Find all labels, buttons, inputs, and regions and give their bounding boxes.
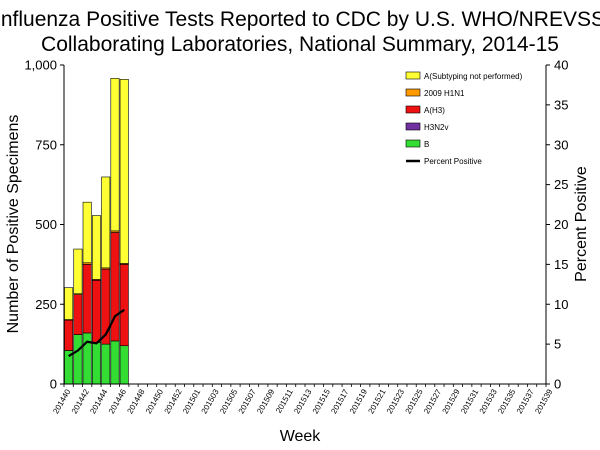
y2-tick-label: 0	[554, 377, 561, 392]
x-tick-label: 201509	[255, 387, 276, 415]
legend-swatch	[405, 122, 421, 131]
bar-segment	[73, 294, 83, 335]
y2-tick-label: 30	[554, 137, 568, 152]
y-tick-label: 0	[50, 377, 57, 392]
x-tick-label: 201539	[533, 387, 554, 415]
bar-segment	[119, 345, 129, 385]
x-axis-title: Week	[280, 428, 322, 445]
bar-segment	[101, 176, 111, 269]
bar-segment	[119, 264, 129, 347]
y2-tick-label: 15	[554, 257, 568, 272]
bar-segment	[91, 342, 101, 385]
legend-label: B	[424, 140, 429, 149]
legend-label: A(H3)	[424, 106, 445, 115]
bar-segment	[82, 201, 92, 264]
bar-segment	[82, 332, 92, 385]
bar-segment	[110, 78, 120, 232]
y2-tick-label: 5	[554, 337, 561, 352]
legend-swatch	[405, 139, 421, 148]
y-tick-label: 750	[35, 137, 57, 152]
bar-segment	[73, 248, 83, 295]
bar-segment	[110, 232, 120, 342]
chart-title-line1: Influenza Positive Tests Reported to CDC…	[0, 8, 600, 31]
bar-segment	[91, 215, 101, 280]
chart-title-line2: Collaborating Laboratories, National Sum…	[41, 33, 559, 56]
legend-swatch	[405, 105, 421, 114]
legend-label: Percent Positive	[424, 157, 482, 166]
y-tick-label: 1,000	[24, 58, 57, 73]
y2-tick-label: 35	[554, 97, 568, 112]
bar-segment	[73, 334, 83, 385]
y2-tick-label: 40	[554, 58, 568, 73]
y-tick-label: 500	[35, 217, 57, 232]
y2-tick-label: 25	[554, 177, 568, 192]
bar-segment	[91, 280, 101, 343]
percent-positive-line	[68, 308, 125, 358]
bar-segment	[64, 319, 74, 351]
y-axis-title: Number of Positive Specimens	[5, 115, 22, 334]
y2-axis-title: Percent Positive	[573, 166, 590, 282]
bar-segment	[110, 340, 120, 385]
y2-tick-label: 10	[554, 297, 568, 312]
bar-segment	[64, 287, 74, 320]
legend-swatch	[405, 71, 421, 80]
y-tick-label: 250	[35, 297, 57, 312]
bar-segment	[119, 79, 129, 264]
legend-label: H3N2v	[424, 123, 448, 132]
bar-segment	[82, 264, 92, 334]
legend-swatch	[405, 88, 421, 97]
legend-label: A(Subtyping not performed)	[424, 72, 523, 81]
legend-label: 2009 H1N1	[424, 89, 465, 98]
y2-tick-label: 20	[554, 217, 568, 232]
bar-segment	[101, 343, 111, 385]
